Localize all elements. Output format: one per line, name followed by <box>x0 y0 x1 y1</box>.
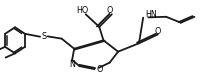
Text: HN: HN <box>145 10 157 19</box>
Text: S: S <box>41 32 46 41</box>
Text: HO: HO <box>76 6 89 15</box>
Text: O: O <box>155 27 161 36</box>
Text: O: O <box>107 6 113 15</box>
Text: O: O <box>96 65 102 74</box>
Text: N: N <box>69 60 75 69</box>
